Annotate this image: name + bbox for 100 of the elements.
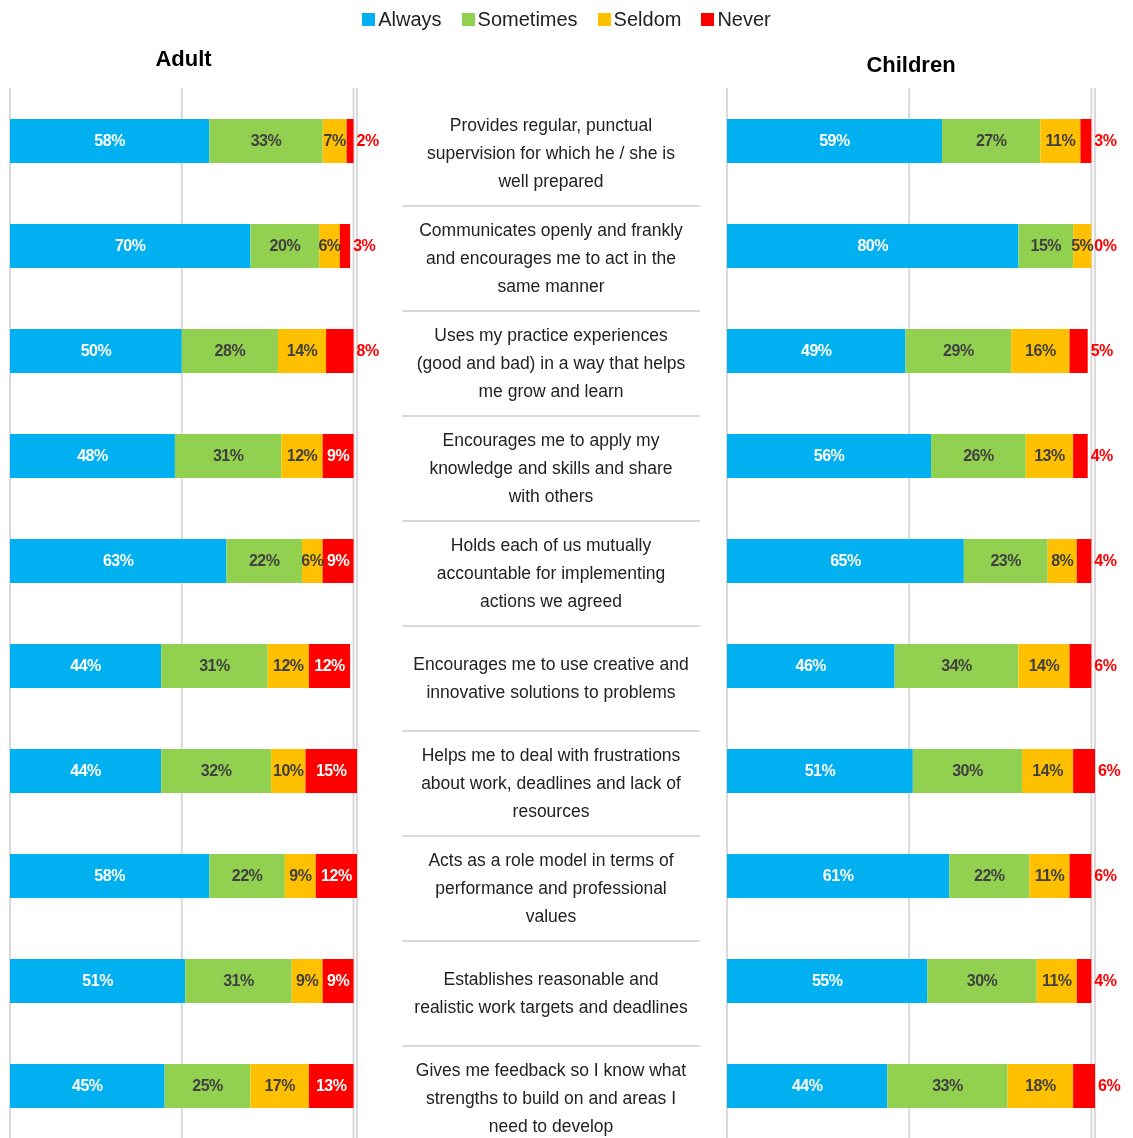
data-label: 11% (1045, 132, 1076, 150)
bar (727, 854, 950, 898)
data-label: 33% (250, 132, 282, 150)
data-label: 3% (353, 237, 376, 255)
bar (181, 329, 278, 373)
data-label: 4% (1094, 972, 1117, 990)
bar (1073, 434, 1088, 478)
data-label: 15% (315, 762, 347, 780)
data-label: 12% (314, 657, 346, 675)
data-label: 25% (192, 1077, 224, 1095)
data-label: 9% (327, 972, 350, 990)
bar (339, 224, 351, 268)
data-label: 8% (356, 342, 379, 360)
data-label: 29% (943, 342, 974, 360)
bar (887, 1064, 1008, 1108)
bar (10, 224, 251, 268)
data-label: 46% (795, 657, 827, 675)
data-label: 6% (1098, 762, 1121, 780)
data-label: 12% (286, 447, 318, 465)
data-label: 23% (990, 552, 1022, 570)
category-label: Acts as a role model in terms of performance and professional values (428, 849, 674, 926)
data-label: 27% (975, 132, 1007, 150)
data-label: 12% (321, 867, 352, 885)
data-label: 30% (966, 972, 998, 990)
data-label: 13% (1034, 447, 1065, 465)
data-label: 5% (1090, 342, 1114, 360)
data-label: 58% (94, 867, 126, 885)
legend-label: Sometimes (477, 8, 578, 31)
bar (10, 854, 210, 898)
bar (1069, 854, 1092, 898)
data-label: 3% (1094, 132, 1117, 150)
category-label: Establishes reasonable and realistic work targets and deadlines (414, 968, 688, 1017)
category-label: Helps me to deal with frustrations about work, deadlines and lack of resources (421, 744, 681, 821)
data-label: 9% (327, 447, 350, 465)
data-label: 6% (1098, 1077, 1121, 1095)
bar (1069, 644, 1092, 688)
bar (1073, 1064, 1095, 1108)
data-label: 32% (200, 762, 232, 780)
bar (185, 959, 292, 1003)
data-label: 22% (974, 867, 1005, 885)
bar (161, 749, 272, 793)
bar (727, 224, 1019, 268)
data-label: 4% (1090, 447, 1114, 465)
data-label: 10% (273, 762, 304, 780)
category-label: Gives me feedback so I know what strengths to build on and areas I need to develop (415, 1059, 687, 1136)
bar (250, 1064, 309, 1108)
bar (727, 119, 942, 163)
data-label: 31% (223, 972, 254, 990)
bar (727, 749, 913, 793)
data-label: 50% (80, 342, 112, 360)
data-label: 44% (70, 657, 102, 675)
bar (326, 329, 354, 373)
bar (905, 329, 1012, 373)
chart-title: Adult (154, 46, 213, 72)
chart-title: Children (865, 52, 957, 78)
bar (912, 749, 1023, 793)
bar (10, 539, 227, 583)
data-label: 45% (72, 1077, 103, 1095)
data-label: 22% (248, 552, 280, 570)
data-label: 15% (1030, 237, 1062, 255)
bar (927, 959, 1037, 1003)
data-label: 61% (822, 867, 854, 885)
bar (226, 539, 303, 583)
bar (1018, 224, 1074, 268)
data-label: 13% (315, 1077, 347, 1095)
bar (941, 119, 1041, 163)
data-label: 63% (102, 552, 134, 570)
bar (10, 644, 162, 688)
data-label: 6% (1094, 657, 1117, 675)
data-label: 4% (1094, 552, 1117, 570)
bar (727, 434, 932, 478)
bar (727, 329, 906, 373)
bar (209, 119, 323, 163)
bar (1011, 329, 1070, 373)
data-label: 65% (830, 552, 861, 570)
data-label: 34% (941, 657, 973, 675)
data-label: 44% (70, 762, 102, 780)
data-label: 30% (952, 762, 984, 780)
data-label: 9% (289, 867, 312, 885)
data-label: 70% (114, 237, 146, 255)
data-label: 44% (791, 1077, 823, 1095)
data-label: 9% (296, 972, 319, 990)
bar (727, 539, 964, 583)
data-label: 51% (82, 972, 114, 990)
bar (10, 434, 175, 478)
data-label: 11% (1034, 867, 1065, 885)
bar (727, 959, 928, 1003)
legend-label: Always (378, 8, 442, 31)
data-label: 6% (1094, 867, 1117, 885)
data-label: 51% (804, 762, 836, 780)
bar (727, 644, 895, 688)
data-label: 26% (963, 447, 994, 465)
data-label: 49% (801, 342, 832, 360)
data-label: 17% (264, 1077, 296, 1095)
bar (10, 119, 210, 163)
bar (931, 434, 1026, 478)
category-label: Provides regular, punctual supervision for which he / she is well prepared (426, 114, 676, 191)
bar (1069, 329, 1088, 373)
data-label: 2% (356, 132, 379, 150)
category-label: Holds each of us mutually accountable for implementing actions we agreed (436, 534, 666, 611)
